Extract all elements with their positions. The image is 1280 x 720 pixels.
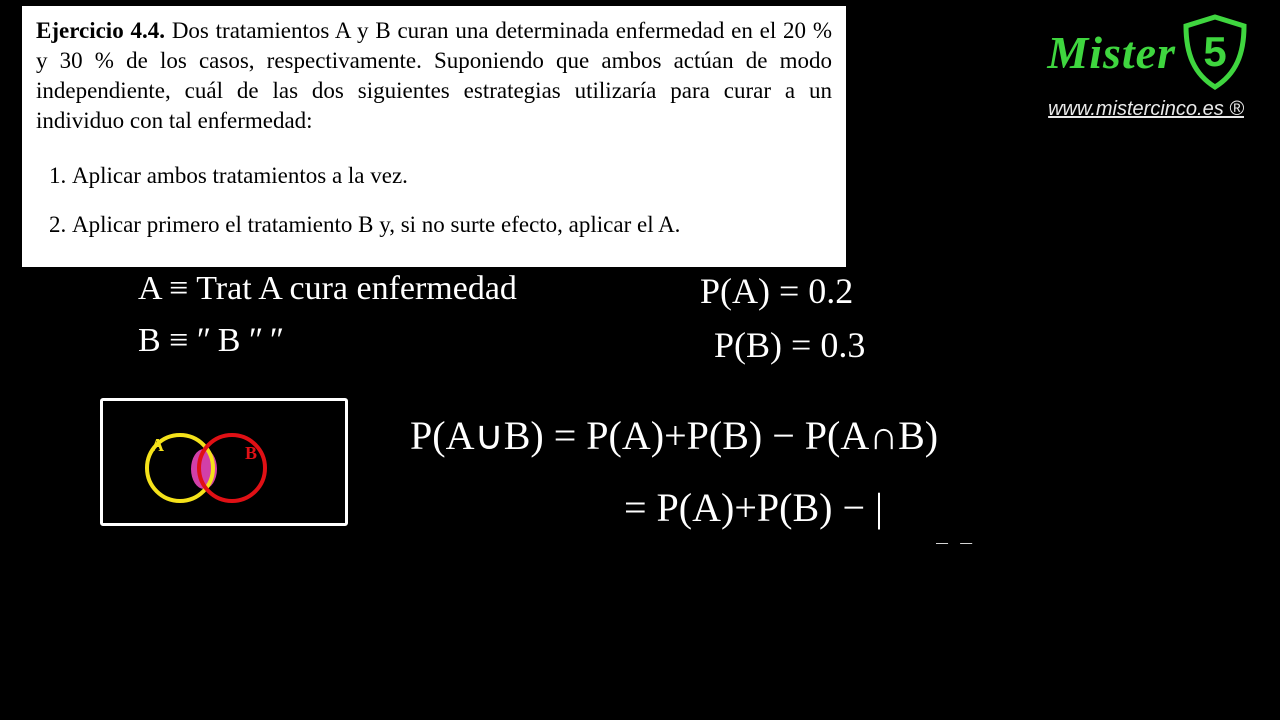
venn-label-a: A bbox=[151, 435, 164, 456]
brand-logo: Mister 5 www.mistercinco.es ® bbox=[1047, 14, 1250, 121]
brand-url: www.mistercinco.es ® bbox=[1047, 98, 1250, 121]
list-item: Aplicar primero el tratamiento B y, si n… bbox=[72, 203, 832, 247]
svg-text:5: 5 bbox=[1203, 28, 1226, 75]
handwriting-def-a: A ≡ Trat A cura enfermedad bbox=[138, 270, 517, 308]
venn-sample-space: A B bbox=[100, 398, 348, 526]
shield-icon: 5 bbox=[1180, 14, 1250, 90]
exercise-list: Aplicar ambos tratamientos a la vez. Apl… bbox=[72, 154, 832, 247]
venn-label-b: B bbox=[245, 443, 257, 464]
exercise-title: Ejercicio 4.4. bbox=[36, 18, 165, 43]
writing-cursor: _ _ bbox=[936, 520, 972, 544]
handwriting-union-2: = P(A)+P(B) − | bbox=[624, 484, 883, 531]
handwriting-def-b: B ≡ ʺ B ʺ ʺ bbox=[138, 322, 282, 360]
exercise-paragraph: Ejercicio 4.4. Dos tratamientos A y B cu… bbox=[36, 16, 832, 136]
exercise-box: Ejercicio 4.4. Dos tratamientos A y B cu… bbox=[22, 6, 846, 267]
logo-word: Mister bbox=[1047, 26, 1176, 79]
handwriting-p-a: P(A) = 0.2 bbox=[700, 270, 853, 312]
logo-row: Mister 5 bbox=[1047, 14, 1250, 90]
handwriting-union-1: P(A∪B) = P(A)+P(B) − P(A∩B) bbox=[410, 412, 938, 459]
handwriting-p-b: P(B) = 0.3 bbox=[714, 324, 865, 366]
list-item: Aplicar ambos tratamientos a la vez. bbox=[72, 154, 832, 198]
